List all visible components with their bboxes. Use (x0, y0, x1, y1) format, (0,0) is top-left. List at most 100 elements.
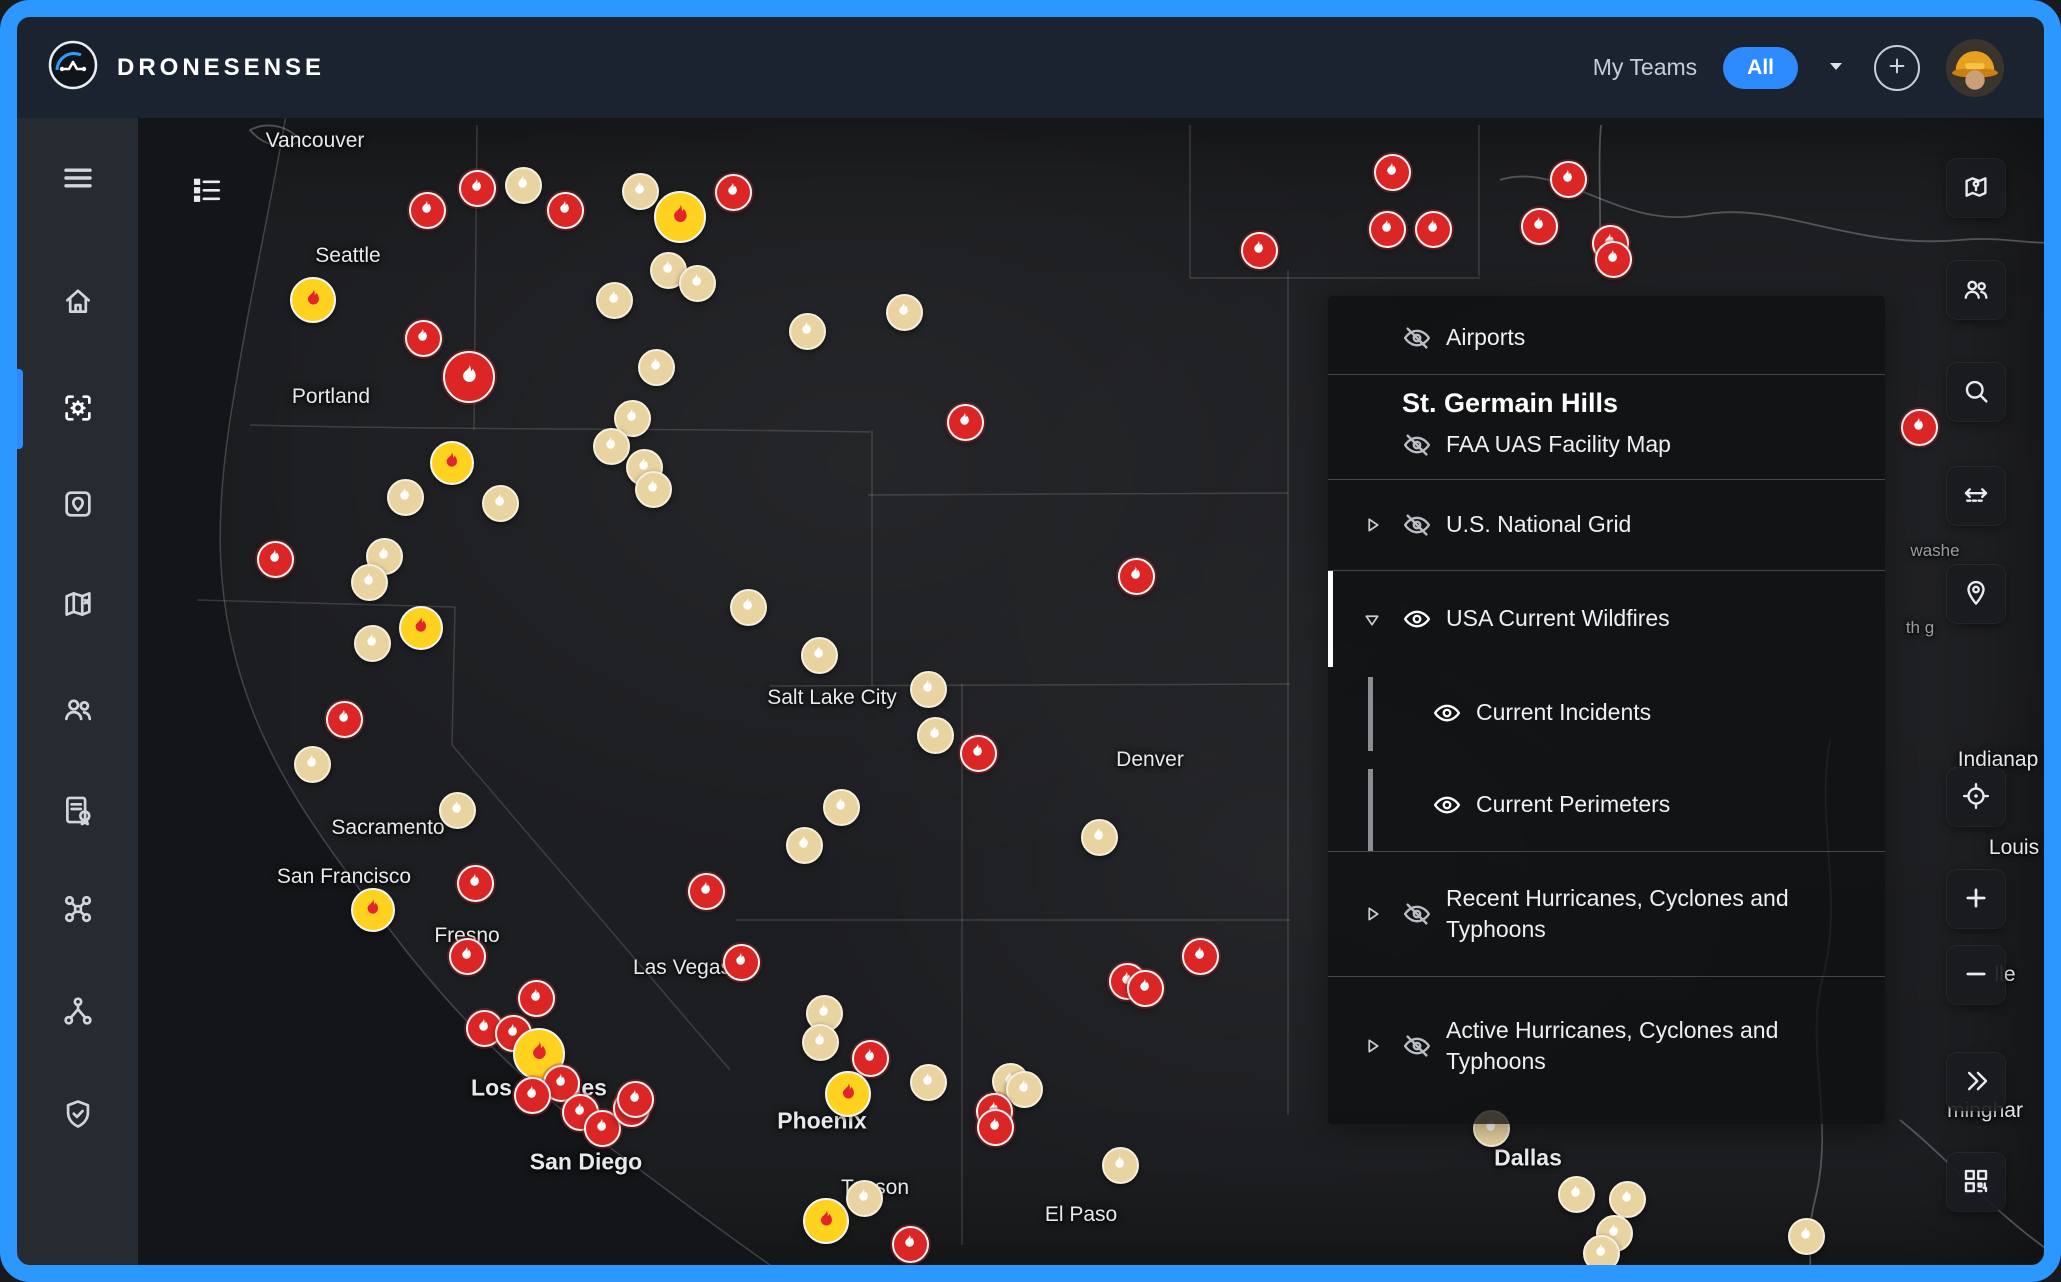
fire-marker[interactable] (714, 173, 752, 211)
fire-marker[interactable] (621, 172, 659, 210)
fire-marker[interactable] (290, 277, 336, 323)
fire-marker[interactable] (976, 1108, 1014, 1146)
fire-marker[interactable] (448, 937, 486, 975)
toolbar-search-button[interactable] (1947, 363, 2005, 421)
fire-marker[interactable] (592, 427, 630, 465)
eye-off-icon[interactable] (1402, 899, 1432, 929)
fire-marker[interactable] (546, 191, 584, 229)
teams-dropdown-button[interactable] (1824, 54, 1848, 81)
sidebar-item-integrations[interactable] (54, 988, 102, 1036)
fire-marker[interactable] (386, 478, 424, 516)
fire-marker[interactable] (1181, 937, 1219, 975)
toolbar-map-button[interactable] (1947, 159, 2005, 217)
layer-row-active-hurricanes[interactable]: Active Hurricanes, Cyclones and Typhoons (1328, 977, 1885, 1115)
sidebar-item-locations[interactable] (54, 481, 102, 529)
fire-marker[interactable] (678, 264, 716, 302)
toolbar-pin-button[interactable] (1947, 565, 2005, 623)
fire-marker[interactable] (458, 169, 496, 207)
fire-marker[interactable] (481, 484, 519, 522)
layers-list-button[interactable] (186, 170, 226, 210)
fire-marker[interactable] (637, 348, 675, 386)
fire-marker[interactable] (909, 1063, 947, 1101)
fire-marker[interactable] (616, 1080, 654, 1118)
layer-row-current-perimeters[interactable]: Current Perimeters (1328, 759, 1885, 851)
fire-marker[interactable] (350, 563, 388, 601)
fire-marker[interactable] (634, 470, 672, 508)
eye-icon[interactable] (1432, 790, 1462, 820)
fire-marker[interactable] (845, 1179, 883, 1217)
toolbar-locate-button[interactable] (1947, 768, 2005, 826)
fire-marker[interactable] (1787, 1217, 1825, 1255)
fire-marker[interactable] (256, 540, 294, 578)
eye-off-icon[interactable] (1402, 323, 1432, 353)
fire-marker[interactable] (1117, 557, 1155, 595)
fire-marker[interactable] (1594, 240, 1632, 278)
fire-marker[interactable] (1005, 1070, 1043, 1108)
fire-marker[interactable] (803, 1198, 849, 1244)
fire-marker[interactable] (801, 1023, 839, 1061)
layer-row-current-incidents[interactable]: Current Incidents (1328, 667, 1885, 759)
sidebar-item-teams[interactable] (54, 686, 102, 734)
fire-marker[interactable] (1368, 210, 1406, 248)
fire-marker[interactable] (1414, 210, 1452, 248)
fire-marker[interactable] (1080, 818, 1118, 856)
fire-marker[interactable] (430, 441, 474, 485)
chevron-right-icon[interactable] (1356, 514, 1388, 536)
fire-marker[interactable] (1240, 231, 1278, 269)
fire-marker[interactable] (408, 191, 446, 229)
fire-marker[interactable] (788, 312, 826, 350)
fire-marker[interactable] (1373, 153, 1411, 191)
chevron-down-icon[interactable] (1356, 608, 1388, 630)
fire-marker[interactable] (654, 191, 706, 243)
fire-marker[interactable] (916, 716, 954, 754)
fire-marker[interactable] (1520, 207, 1558, 245)
fire-marker[interactable] (443, 351, 495, 403)
add-button[interactable] (1874, 44, 1920, 91)
sidebar-item-certificates[interactable] (54, 787, 102, 835)
chevron-right-icon[interactable] (1356, 903, 1388, 925)
sidebar-item-maps[interactable] (54, 581, 102, 629)
fire-marker[interactable] (438, 791, 476, 829)
fire-marker[interactable] (946, 403, 984, 441)
layer-row-recent-hurricanes[interactable]: Recent Hurricanes, Cyclones and Typhoons (1328, 852, 1885, 976)
fire-marker[interactable] (722, 943, 760, 981)
eye-icon[interactable] (1432, 698, 1462, 728)
fire-marker[interactable] (1101, 1146, 1139, 1184)
chevron-right-icon[interactable] (1356, 1035, 1388, 1057)
fire-marker[interactable] (1608, 1180, 1646, 1218)
fire-marker[interactable] (1557, 1175, 1595, 1213)
fire-marker[interactable] (325, 700, 363, 738)
fire-marker[interactable] (517, 979, 555, 1017)
fire-marker[interactable] (891, 1225, 929, 1263)
fire-marker[interactable] (885, 293, 923, 331)
eye-icon[interactable] (1402, 604, 1432, 634)
fire-marker[interactable] (805, 994, 843, 1032)
layer-row-airports[interactable]: Airports (1328, 302, 1885, 374)
fire-marker[interactable] (293, 745, 331, 783)
sidebar-item-operations[interactable] (54, 385, 102, 433)
toolbar-grid-button[interactable] (1947, 1153, 2005, 1211)
layer-row-faa-uas[interactable]: FAA UAS Facility Map (1328, 423, 1885, 467)
fire-marker[interactable] (959, 734, 997, 772)
layer-row-wildfires[interactable]: USA Current Wildfires (1328, 571, 1885, 667)
fire-marker[interactable] (1549, 160, 1587, 198)
menu-button[interactable] (54, 155, 102, 203)
fire-marker[interactable] (351, 888, 395, 932)
fire-marker[interactable] (785, 826, 823, 864)
fire-marker[interactable] (399, 606, 443, 650)
user-avatar[interactable] (1946, 38, 2004, 97)
sidebar-item-home[interactable] (54, 278, 102, 326)
fire-marker[interactable] (1582, 1234, 1620, 1272)
fire-marker[interactable] (1900, 408, 1938, 446)
zoom-out-button[interactable] (1947, 946, 2005, 1004)
collapse-panel-button[interactable] (1947, 1053, 2005, 1111)
fire-marker[interactable] (353, 624, 391, 662)
brand[interactable]: DRONESENSE (47, 39, 325, 96)
layer-row-national-grid[interactable]: U.S. National Grid (1328, 480, 1885, 570)
toolbar-measure-button[interactable] (1947, 467, 2005, 525)
zoom-in-button[interactable] (1947, 870, 2005, 928)
sidebar-item-security[interactable] (54, 1091, 102, 1139)
eye-off-icon[interactable] (1402, 1031, 1432, 1061)
fire-marker[interactable] (456, 864, 494, 902)
eye-off-icon[interactable] (1402, 510, 1432, 540)
